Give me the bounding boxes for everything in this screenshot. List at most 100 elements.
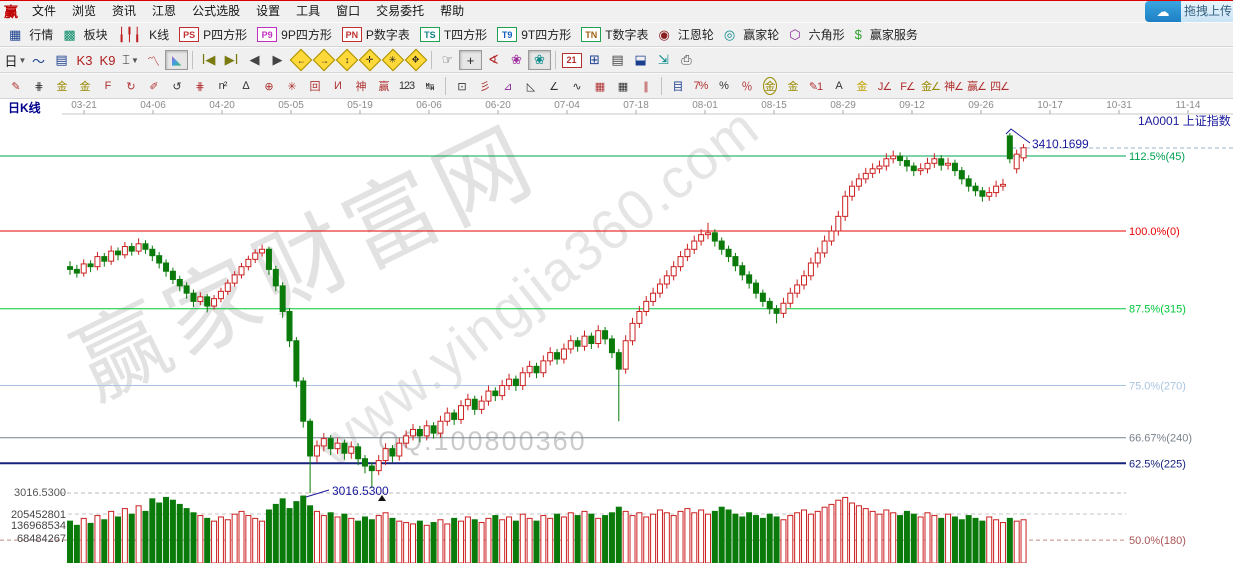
measure-span-icon[interactable]: ↹ (418, 76, 441, 96)
shen-angle-icon[interactable]: 神∠ (942, 76, 965, 96)
percent-icon[interactable]: % (712, 76, 735, 96)
drag-upload-label[interactable]: 拖拽上传 (1181, 1, 1233, 22)
t-number-table-icon[interactable]: TN T数字表 (581, 26, 649, 43)
diamond-up-down-icon[interactable]: ↕ (335, 48, 358, 72)
pen-lines-icon[interactable]: ✐ (142, 76, 165, 96)
draw-pen-icon[interactable]: ✎ (4, 76, 27, 96)
gann-wheel-icon[interactable]: ◉ 江恩轮 (659, 26, 714, 43)
grid-box-2-icon[interactable]: ▦ (611, 76, 634, 96)
menu-item-4[interactable]: 公式选股 (192, 4, 241, 18)
gold-lines-3-icon[interactable]: 金 (781, 76, 804, 96)
matrix-table-icon[interactable]: ⊞ (583, 50, 606, 70)
fan-lines-icon[interactable]: 彡 (473, 76, 496, 96)
cycle-circle-icon[interactable]: ↺ (165, 76, 188, 96)
dropdown-arrow-icon[interactable]: ▼ (130, 55, 139, 65)
step-forward-icon[interactable]: ▶ (266, 50, 289, 70)
winner-wheel-icon[interactable]: ◎ 赢家轮 (724, 26, 779, 43)
ying-angle-icon[interactable]: 赢∠ (965, 76, 988, 96)
step-back-icon[interactable]: ◀ (243, 50, 266, 70)
angle-fan-icon[interactable]: ∠ (542, 76, 565, 96)
grid-box-icon[interactable]: ▦ (588, 76, 611, 96)
go-first-icon[interactable]: Ⅰ◀ (197, 50, 220, 70)
angle-a-icon[interactable]: ∆ (234, 76, 257, 96)
shen-lines-icon[interactable]: 神 (349, 76, 372, 96)
candle-style-dropdown-icon[interactable]: ⌶ ▼ (119, 50, 142, 70)
pan-hand-icon[interactable]: ☞ (436, 50, 459, 70)
save-icon[interactable]: ⬓ (629, 50, 652, 70)
gold-lines-1-icon[interactable]: 金 (50, 76, 73, 96)
dropdown-arrow-icon[interactable]: ▼ (18, 55, 27, 65)
9t-square-icon[interactable]: T9 9T四方形 (497, 26, 571, 43)
i-beam-icon[interactable]: И (326, 76, 349, 96)
print-icon[interactable]: ⎙ (675, 50, 698, 70)
crosshair-icon[interactable]: + (459, 50, 482, 70)
grid-lines-icon[interactable]: ⋕ (27, 76, 50, 96)
cloud-upload-button[interactable]: ☁ (1145, 1, 1181, 22)
menu-item-6[interactable]: 工具 (296, 4, 321, 18)
menu-item-7[interactable]: 窗口 (336, 4, 361, 18)
gold-angle-icon[interactable]: 金∠ (919, 76, 942, 96)
gold-yellow-icon[interactable]: 金 (850, 76, 873, 96)
wave-zigzag-icon[interactable]: ∿ (565, 76, 588, 96)
n-square-icon[interactable]: n² (211, 76, 234, 96)
period-day-dropdown-icon[interactable]: 日 ▼ (4, 50, 27, 70)
menu-item-0[interactable]: 文件 (32, 4, 57, 18)
toolbar-separator (431, 51, 432, 69)
pen-1-icon[interactable]: ✎1 (804, 76, 827, 96)
winner-service-icon[interactable]: $ 赢家服务 (855, 26, 918, 43)
ruler-123-icon[interactable]: 123 (395, 76, 418, 96)
j-angle-icon[interactable]: J∠ (873, 76, 896, 96)
square-box-icon[interactable]: ⊡ (450, 76, 473, 96)
target-circle-icon[interactable]: ⊕ (257, 76, 280, 96)
hexagon-icon[interactable]: ⬡ 六角形 (789, 26, 844, 43)
a-wave-icon[interactable]: A (827, 76, 850, 96)
list-table-icon[interactable]: 目 (666, 76, 689, 96)
menu-item-2[interactable]: 资讯 (112, 4, 137, 18)
wave-chart-icon[interactable]: 〜 (27, 50, 50, 70)
info-note-icon[interactable]: ▤ (50, 50, 73, 70)
diamond-cross-icon[interactable]: ✛ (358, 48, 381, 72)
spiral-icon[interactable]: ↻ (119, 76, 142, 96)
gold-lines-2-icon[interactable]: 金 (73, 76, 96, 96)
k9-chart-icon[interactable]: K9 (96, 50, 119, 70)
t-square-icon[interactable]: TS T四方形 (419, 26, 487, 43)
f-angle-icon[interactable]: F∠ (896, 76, 919, 96)
p-number-table-icon[interactable]: PN P数字表 (341, 26, 410, 43)
f-lines-icon[interactable]: F (96, 76, 119, 96)
parallel-lines-icon[interactable]: ∥ (634, 76, 657, 96)
percent-lines-icon[interactable]: ％ (735, 76, 758, 96)
mark-purple-icon[interactable]: ❀ (505, 50, 528, 70)
k3-chart-icon[interactable]: K3 (73, 50, 96, 70)
calendar-icon[interactable]: 21 (560, 50, 583, 70)
menu-item-9[interactable]: 帮助 (440, 4, 465, 18)
gold-circle-icon[interactable]: 金 (758, 76, 781, 96)
market-quotes-icon[interactable]: ▦ 行情 (9, 26, 53, 43)
ying-lines-icon[interactable]: 赢 (372, 76, 395, 96)
export-data-icon[interactable]: ⇲ (652, 50, 675, 70)
angle-measure-icon[interactable]: ∢ (482, 50, 505, 70)
sectors-icon[interactable]: ▩ 板块 (63, 26, 107, 43)
kline-icon[interactable]: ╽╿╽ K线 (118, 26, 170, 43)
menu-item-1[interactable]: 浏览 (72, 4, 97, 18)
tick-lines-icon[interactable]: ⋕ (188, 76, 211, 96)
si-angle-icon[interactable]: 四∠ (988, 76, 1011, 96)
diamond-move-icon[interactable]: ✥ (404, 48, 427, 72)
9p-square-icon[interactable]: P9 9P四方形 (257, 26, 332, 43)
menu-item-3[interactable]: 江恩 (152, 4, 177, 18)
fan-box-dark-icon[interactable]: ◺ (519, 76, 542, 96)
mark-teal-icon[interactable]: ❀ (528, 50, 551, 70)
diamond-left-icon[interactable]: ← (289, 48, 312, 72)
percent-7-icon[interactable]: 7% (689, 76, 712, 96)
percent-zigzag-icon[interactable]: 〽 (142, 50, 165, 70)
notepad-icon[interactable]: ▤ (606, 50, 629, 70)
diamond-right-icon[interactable]: → (312, 48, 335, 72)
menu-item-8[interactable]: 交易委托 (376, 4, 425, 18)
gradient-triangle-icon[interactable]: ◣ (165, 50, 188, 70)
fan-box-purple-icon[interactable]: ⊿ (496, 76, 519, 96)
go-last-icon[interactable]: ▶Ⅰ (220, 50, 243, 70)
p-square-icon[interactable]: PS P四方形 (179, 26, 247, 43)
diamond-star-icon[interactable]: ✳ (381, 48, 404, 72)
menu-item-5[interactable]: 设置 (256, 4, 281, 18)
square-spiral-icon[interactable]: 回 (303, 76, 326, 96)
star-burst-icon[interactable]: ✳ (280, 76, 303, 96)
